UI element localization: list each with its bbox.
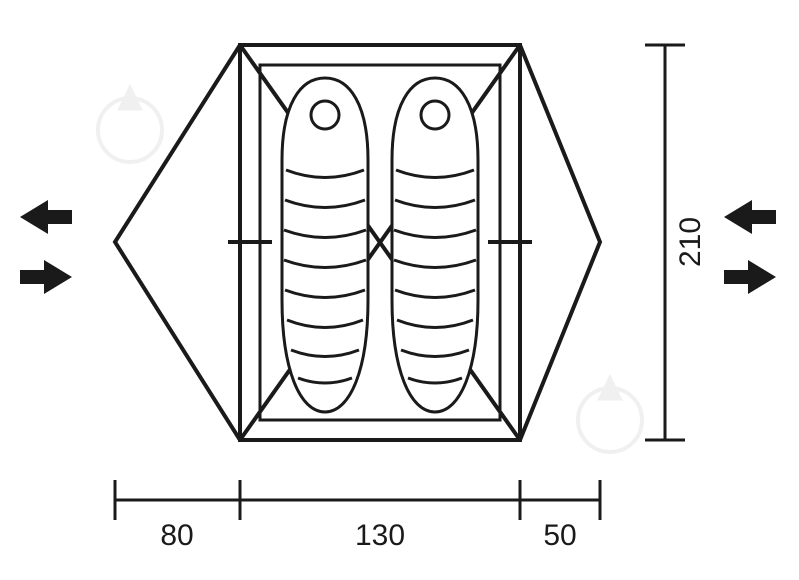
sleeping-bag-left (282, 78, 368, 412)
entry-arrows-left (20, 200, 72, 294)
entry-arrows-right (724, 200, 776, 294)
sleeping-bag-right (392, 78, 478, 412)
dim-height-label: 210 (674, 217, 707, 267)
dim-right-label: 50 (543, 519, 576, 552)
dim-left-label: 80 (160, 519, 193, 552)
tent-floorplan-diagram: 80 130 50 210 (0, 0, 799, 580)
dim-mid-label: 130 (355, 519, 405, 552)
dimension-bottom (115, 480, 600, 520)
